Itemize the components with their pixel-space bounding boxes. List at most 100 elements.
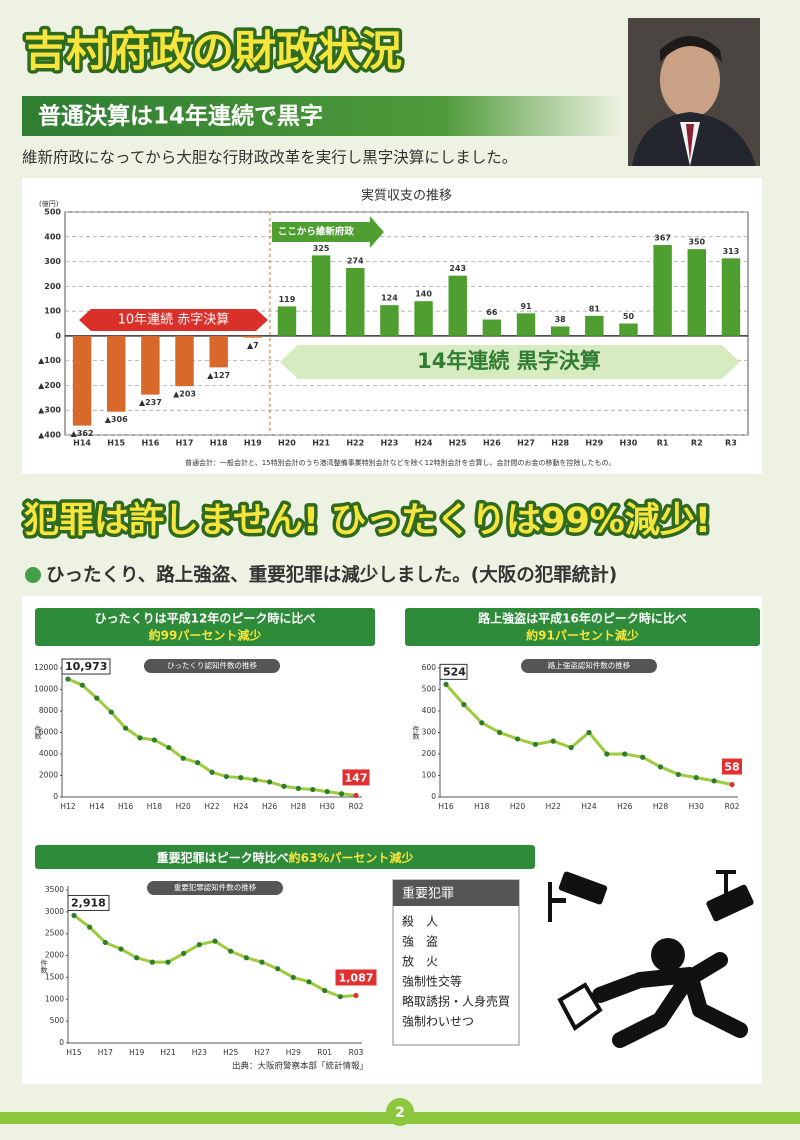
y-tick-label: ▲400 <box>38 431 61 440</box>
y-tick-label: 2000 <box>39 771 58 780</box>
y-tick-label: 3000 <box>45 907 64 916</box>
y-tick-label: 400 <box>44 232 61 241</box>
x-tick-label: R02 <box>349 802 364 811</box>
bar <box>107 335 126 412</box>
x-tick-label: H22 <box>204 802 219 811</box>
marker <box>252 777 258 783</box>
x-tick-label: H27 <box>254 1048 269 1057</box>
marker <box>622 751 628 757</box>
chart-subtitle: 約91パーセント減少 <box>526 628 639 643</box>
x-tick-label: H21 <box>312 439 330 448</box>
crime-list-title: 重要犯罪 <box>402 886 454 902</box>
value-label-box <box>67 894 110 911</box>
marker <box>151 737 157 743</box>
bar <box>448 275 467 336</box>
crime-item: 放 火 <box>402 954 438 969</box>
y-tick-label: 200 <box>422 749 437 758</box>
value-label: 325 <box>313 244 330 253</box>
marker <box>181 950 187 956</box>
x-tick-label: R3 <box>725 439 737 448</box>
bar <box>516 313 536 336</box>
marker <box>693 775 699 781</box>
y-tick-label: 500 <box>44 208 61 217</box>
x-tick-label: H29 <box>286 1048 301 1057</box>
value-label: 367 <box>654 233 671 242</box>
x-tick-label: H24 <box>415 439 433 448</box>
bar <box>209 335 228 368</box>
bar <box>175 335 194 387</box>
x-tick-label: R01 <box>317 1048 332 1057</box>
marker <box>310 786 316 793</box>
x-tick-label: H26 <box>483 439 501 448</box>
marker <box>196 942 202 948</box>
bar <box>687 249 706 336</box>
icons <box>548 870 754 1048</box>
marker <box>604 751 610 757</box>
y-tick-label: 1500 <box>45 972 64 981</box>
x-tick-label: H22 <box>546 802 561 811</box>
surplus-annotation: 14年連続 黒字決算 <box>417 349 601 373</box>
marker <box>118 946 124 952</box>
x-tick-label: R2 <box>691 439 703 448</box>
surplus-banner <box>279 345 740 379</box>
x-tick-label: H16 <box>141 439 159 448</box>
value-label: ▲127 <box>207 371 230 380</box>
chart-header-text: 重要犯罪はピーク時比べ約63%パーセント減少 <box>157 850 414 865</box>
y-tick-label: ▲300 <box>38 406 61 415</box>
x-tick-label: H19 <box>244 439 262 448</box>
x-tick-label: H20 <box>510 802 525 811</box>
value-label-box <box>335 969 377 986</box>
start-arrow <box>271 216 384 248</box>
marker <box>711 778 717 784</box>
marker <box>306 979 312 985</box>
x-tick-label: H17 <box>98 1048 113 1057</box>
x-tick-label: H18 <box>474 802 489 811</box>
marker <box>166 744 172 751</box>
value-label: 91 <box>520 302 532 311</box>
value-label: 119 <box>279 295 296 304</box>
value-label: 350 <box>688 238 705 247</box>
marker <box>209 769 215 775</box>
bar <box>585 315 604 336</box>
x-tick-label: H19 <box>129 1048 144 1057</box>
bar <box>653 244 672 336</box>
plot-label-pill <box>147 881 283 895</box>
marker <box>324 789 330 795</box>
deficit-banner <box>79 309 268 331</box>
section-title: 犯罪は許しません! ひったくりは99%減少! <box>24 501 711 541</box>
value-label: 10,973 <box>65 660 107 673</box>
page-number-badge <box>386 1098 414 1126</box>
marker <box>339 791 345 797</box>
marker <box>137 735 143 741</box>
crime-item: 強制わいせつ <box>402 1015 474 1029</box>
bullet <box>25 567 41 583</box>
y-tick-label: 3500 <box>45 885 64 894</box>
y-tick-label: 2500 <box>45 929 64 938</box>
marker <box>729 781 735 788</box>
crime-list-box <box>392 879 520 1046</box>
marker <box>102 939 108 946</box>
marker <box>514 736 521 742</box>
x-tick-label: H30 <box>620 439 638 448</box>
x-tick-label: H25 <box>449 439 467 448</box>
chart-subtitle: 約63%パーセント減少 <box>289 850 414 865</box>
y-axis-label: 件数 <box>412 725 420 741</box>
y-tick-label: 100 <box>422 771 437 780</box>
marker <box>461 701 467 708</box>
marker <box>134 955 140 961</box>
bar <box>243 335 263 338</box>
y-tick-label: 4000 <box>39 749 58 758</box>
value-label-box <box>61 658 111 675</box>
x-tick-label: H17 <box>176 439 194 448</box>
x-tick-label: H26 <box>617 802 632 811</box>
start-annotation: ここから維新府政 <box>278 226 355 238</box>
bar <box>346 267 365 336</box>
crime-item: 殺 人 <box>402 915 438 929</box>
value-label: 140 <box>415 290 432 299</box>
bar <box>277 306 297 336</box>
x-tick-label: H12 <box>60 802 75 811</box>
x-tick-label: H20 <box>278 439 296 448</box>
marker <box>87 924 93 930</box>
